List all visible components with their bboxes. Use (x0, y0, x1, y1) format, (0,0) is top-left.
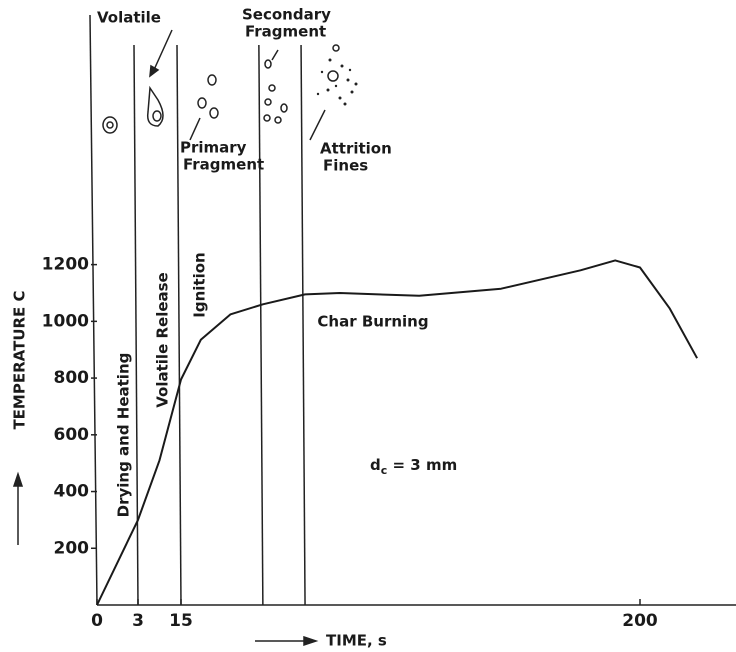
chart: TEMPERATURE C TIME, s 200 400 600 800 1000 12… (0, 0, 736, 652)
y-tick-label: 1200 (42, 255, 89, 275)
phase-label: Char Burning (317, 313, 428, 331)
y-tick-label: 600 (54, 425, 90, 445)
annotation-main: d (370, 456, 381, 474)
annotation-rest: = 3 mm (387, 456, 457, 474)
x-tick-label: 0 (91, 611, 103, 631)
particle-label: Fragment (245, 23, 326, 41)
particle-label: Fragment (183, 156, 264, 174)
particle-label: Volatile (97, 9, 161, 27)
y-axis-label: TEMPERATURE C (11, 290, 29, 429)
fines-dots (317, 59, 358, 106)
particle-sketches (103, 30, 339, 140)
y-tick-label: 400 (54, 482, 90, 502)
particle-label: Primary (180, 139, 247, 157)
x-tick-label: 3 (132, 611, 144, 631)
x-tick-label: 15 (169, 611, 193, 631)
y-tick-label: 1000 (42, 311, 89, 331)
particle-label: Fines (323, 157, 368, 175)
y-label-arrow (14, 474, 22, 545)
annotation: dc = 3 mm (370, 456, 457, 478)
phase-label: Volatile Release (154, 272, 172, 407)
phase-label: Drying and Heating (115, 353, 133, 518)
particle-label: Secondary (242, 6, 331, 24)
x-tick-label: 200 (622, 611, 658, 631)
y-tick-label: 200 (54, 538, 90, 558)
particle-label: Attrition (320, 140, 392, 158)
y-tick-label: 800 (54, 368, 90, 388)
x-axis-label: TIME, s (326, 632, 387, 650)
x-label-arrow (255, 637, 316, 645)
y-axis (90, 15, 97, 605)
phase-line (259, 45, 263, 605)
phase-line (301, 45, 305, 605)
phase-label: Ignition (191, 252, 209, 317)
phase-line (177, 45, 181, 605)
